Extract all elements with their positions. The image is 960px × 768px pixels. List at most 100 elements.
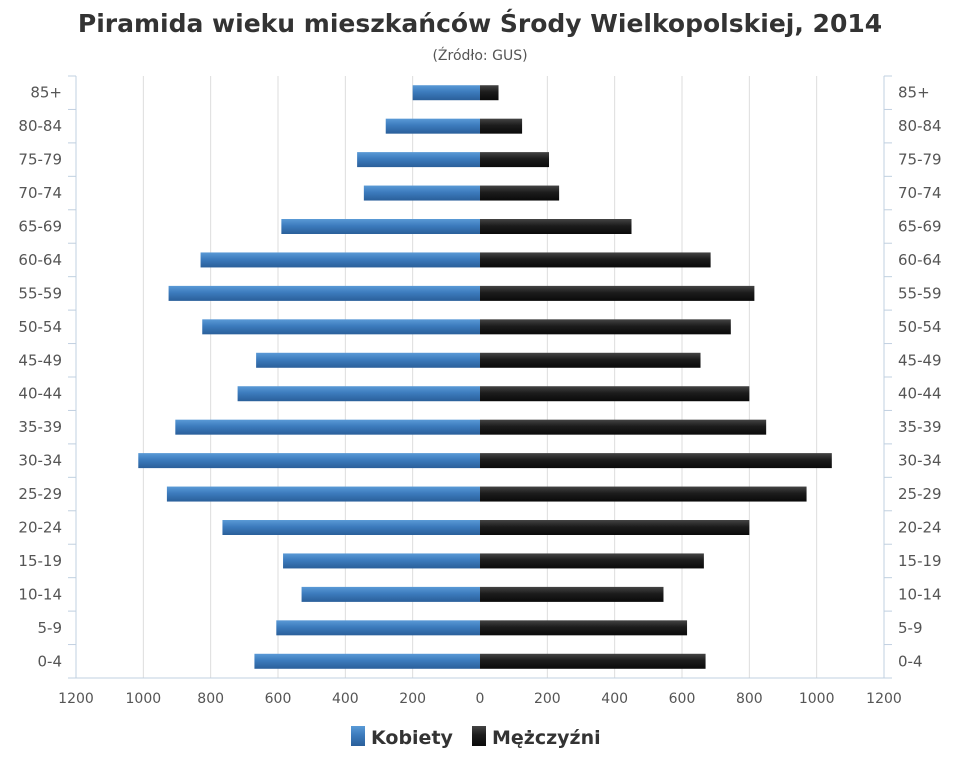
y-tick-label-right: 85+: [898, 84, 930, 102]
legend: Kobiety Mężczyźni: [351, 726, 601, 749]
legend-label-kobiety: Kobiety: [371, 727, 454, 749]
bar-kobiety[interactable]: [256, 352, 480, 368]
y-tick-label-left: 5-9: [38, 619, 63, 637]
bar-kobiety[interactable]: [175, 419, 481, 435]
bar-mezczyzni[interactable]: [480, 653, 706, 669]
x-tick-label: 0: [476, 691, 485, 707]
chart-title: Piramida wieku mieszkańców Środy Wielkop…: [78, 8, 882, 38]
bar-mezczyzni[interactable]: [480, 319, 731, 335]
y-tick-label-left: 25-29: [18, 485, 62, 503]
bar-mezczyzni[interactable]: [480, 252, 711, 268]
y-tick-label-right: 40-44: [898, 385, 942, 403]
bar-kobiety[interactable]: [254, 653, 480, 669]
y-tick-label-right: 60-64: [898, 251, 942, 269]
y-tick-label-right: 70-74: [898, 184, 942, 202]
bar-kobiety[interactable]: [202, 319, 480, 335]
y-tick-label-left: 30-34: [18, 452, 62, 470]
bar-kobiety[interactable]: [168, 285, 481, 301]
bar-kobiety[interactable]: [281, 219, 480, 234]
y-tick-label-left: 75-79: [18, 151, 62, 169]
chart-subtitle: (Źródło: GUS): [432, 46, 527, 64]
x-tick-label: 1000: [126, 691, 162, 707]
bar-mezczyzni[interactable]: [480, 152, 550, 168]
bar-mezczyzni[interactable]: [480, 553, 704, 569]
x-tick-label: 400: [332, 691, 359, 707]
x-tick-label: 1000: [799, 691, 835, 707]
legend-swatch-mezczyzni: [472, 726, 486, 746]
y-tick-label-right: 30-34: [898, 452, 942, 470]
y-tick-label-left: 15-19: [18, 552, 62, 570]
bar-kobiety[interactable]: [385, 118, 480, 134]
bar-mezczyzni[interactable]: [480, 219, 632, 234]
y-tick-label-left: 10-14: [18, 585, 62, 603]
y-axis-labels: 0-4 0-4 5-9 5-9 10-14 10-14 15-19 15-19 20-24 20-…: [18, 84, 941, 671]
y-tick-label-left: 80-84: [18, 117, 62, 135]
y-tick-label-left: 55-59: [18, 284, 62, 302]
bar-kobiety[interactable]: [357, 152, 480, 168]
x-tick-label: 1200: [58, 691, 94, 707]
bar-kobiety[interactable]: [200, 252, 481, 268]
axes: [68, 75, 892, 679]
bar-mezczyzni[interactable]: [480, 85, 499, 101]
y-tick-label-right: 10-14: [898, 585, 942, 603]
y-tick-label-left: 65-69: [18, 218, 62, 236]
bar-kobiety[interactable]: [301, 586, 480, 602]
bar-kobiety[interactable]: [276, 620, 480, 636]
y-tick-label-left: 40-44: [18, 385, 62, 403]
x-tick-label: 800: [736, 691, 763, 707]
bar-kobiety[interactable]: [138, 453, 481, 469]
y-tick-label-right: 50-54: [898, 318, 942, 336]
x-tick-label: 1200: [866, 691, 902, 707]
bar-mezczyzni[interactable]: [480, 185, 560, 201]
bar-mezczyzni[interactable]: [480, 352, 701, 368]
bar-kobiety[interactable]: [412, 85, 480, 101]
x-tick-label: 800: [197, 691, 224, 707]
bar-mezczyzni[interactable]: [480, 285, 755, 301]
x-tick-label: 400: [601, 691, 628, 707]
bar-mezczyzni[interactable]: [480, 520, 750, 535]
y-tick-label-left: 35-39: [18, 418, 62, 436]
y-tick-label-right: 15-19: [898, 552, 942, 570]
y-tick-label-right: 75-79: [898, 151, 942, 169]
y-tick-label-right: 65-69: [898, 218, 942, 236]
bar-kobiety[interactable]: [283, 553, 480, 569]
y-tick-label-right: 80-84: [898, 117, 942, 135]
x-axis-labels: 1200 1000 800 600 400 200 0 200 400 600 800 1000 120…: [58, 691, 902, 707]
legend-label-mezczyzni: Mężczyźni: [492, 727, 601, 749]
y-tick-label-left: 85+: [30, 84, 62, 102]
grid-lines: [142, 76, 818, 678]
y-tick-label-right: 0-4: [898, 652, 923, 670]
y-tick-label-left: 45-49: [18, 351, 62, 369]
bar-kobiety[interactable]: [363, 185, 480, 201]
y-tick-label-left: 70-74: [18, 184, 62, 202]
bar-mezczyzni[interactable]: [480, 386, 750, 402]
bar-mezczyzni[interactable]: [480, 118, 523, 134]
x-tick-label: 600: [669, 691, 696, 707]
y-tick-label-left: 20-24: [18, 519, 62, 537]
bar-mezczyzni[interactable]: [480, 419, 767, 435]
bar-mezczyzni[interactable]: [480, 620, 688, 636]
y-tick-label-right: 45-49: [898, 351, 942, 369]
bar-mezczyzni[interactable]: [480, 453, 832, 469]
bar-mezczyzni[interactable]: [480, 486, 807, 502]
x-tick-label: 200: [534, 691, 561, 707]
y-tick-label-right: 35-39: [898, 418, 942, 436]
y-tick-label-right: 5-9: [898, 619, 923, 637]
legend-swatch-kobiety: [351, 726, 365, 746]
y-tick-label-right: 25-29: [898, 485, 942, 503]
bar-kobiety[interactable]: [237, 386, 480, 402]
legend-item-mezczyzni[interactable]: Mężczyźni: [472, 726, 601, 749]
y-tick-label-right: 55-59: [898, 284, 942, 302]
x-tick-label: 200: [399, 691, 426, 707]
bars: [138, 85, 832, 669]
y-tick-label-left: 60-64: [18, 251, 62, 269]
y-tick-label-right: 20-24: [898, 519, 942, 537]
y-tick-label-left: 0-4: [38, 652, 63, 670]
bar-kobiety[interactable]: [222, 520, 480, 535]
bar-mezczyzni[interactable]: [480, 586, 664, 602]
x-tick-label: 600: [265, 691, 292, 707]
y-tick-label-left: 50-54: [18, 318, 62, 336]
bar-kobiety[interactable]: [166, 486, 480, 502]
legend-item-kobiety[interactable]: Kobiety: [351, 726, 454, 749]
